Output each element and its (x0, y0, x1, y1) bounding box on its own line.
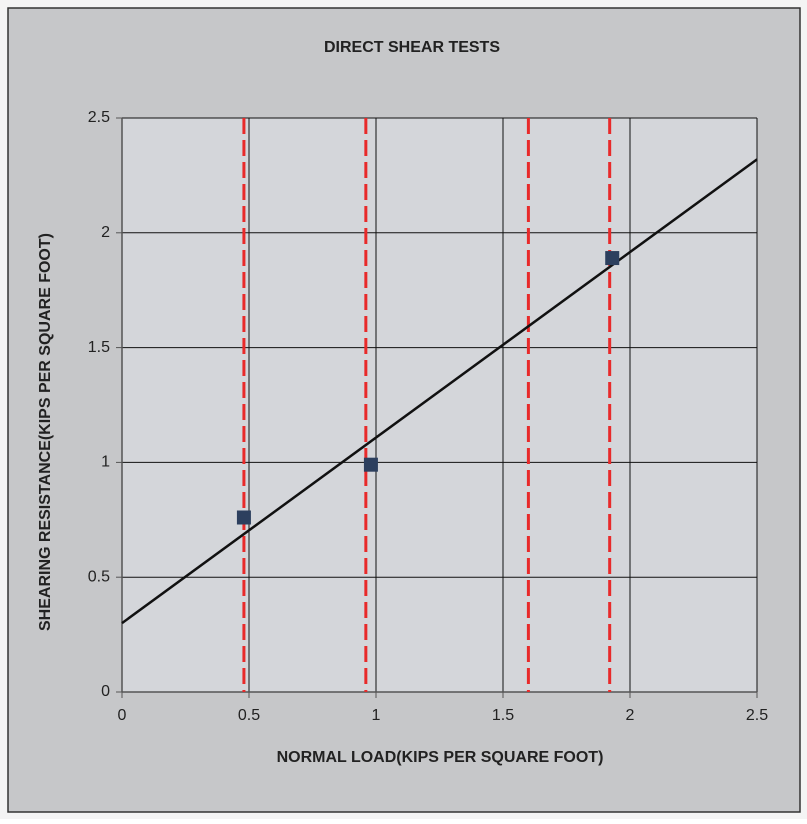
y-tick-label: 0 (101, 683, 110, 700)
x-tick-label: 2 (626, 707, 635, 724)
x-tick-label: 0 (118, 707, 127, 724)
x-axis-label: NORMAL LOAD(KIPS PER SQUARE FOOT) (277, 749, 604, 766)
y-tick-label: 2 (101, 224, 110, 241)
y-tick-label: 1.5 (88, 339, 110, 356)
x-tick-label: 1.5 (492, 707, 514, 724)
x-tick-label: 2.5 (746, 707, 768, 724)
plot-area (122, 118, 757, 692)
x-tick-label: 0.5 (238, 707, 260, 724)
trend-line (121, 158, 758, 625)
y-axis-label: SHEARING RESISTANCE(KIPS PER SQUARE FOOT… (37, 233, 54, 631)
y-tick-label: 2.5 (88, 109, 110, 126)
data-point (236, 510, 251, 525)
data-point (605, 251, 620, 266)
data-point (363, 457, 378, 472)
y-tick-label: 1 (101, 454, 110, 471)
y-tick-label: 0.5 (88, 568, 110, 585)
x-tick-label: 1 (372, 707, 381, 724)
chart-title: DIRECT SHEAR TESTS (324, 39, 500, 56)
